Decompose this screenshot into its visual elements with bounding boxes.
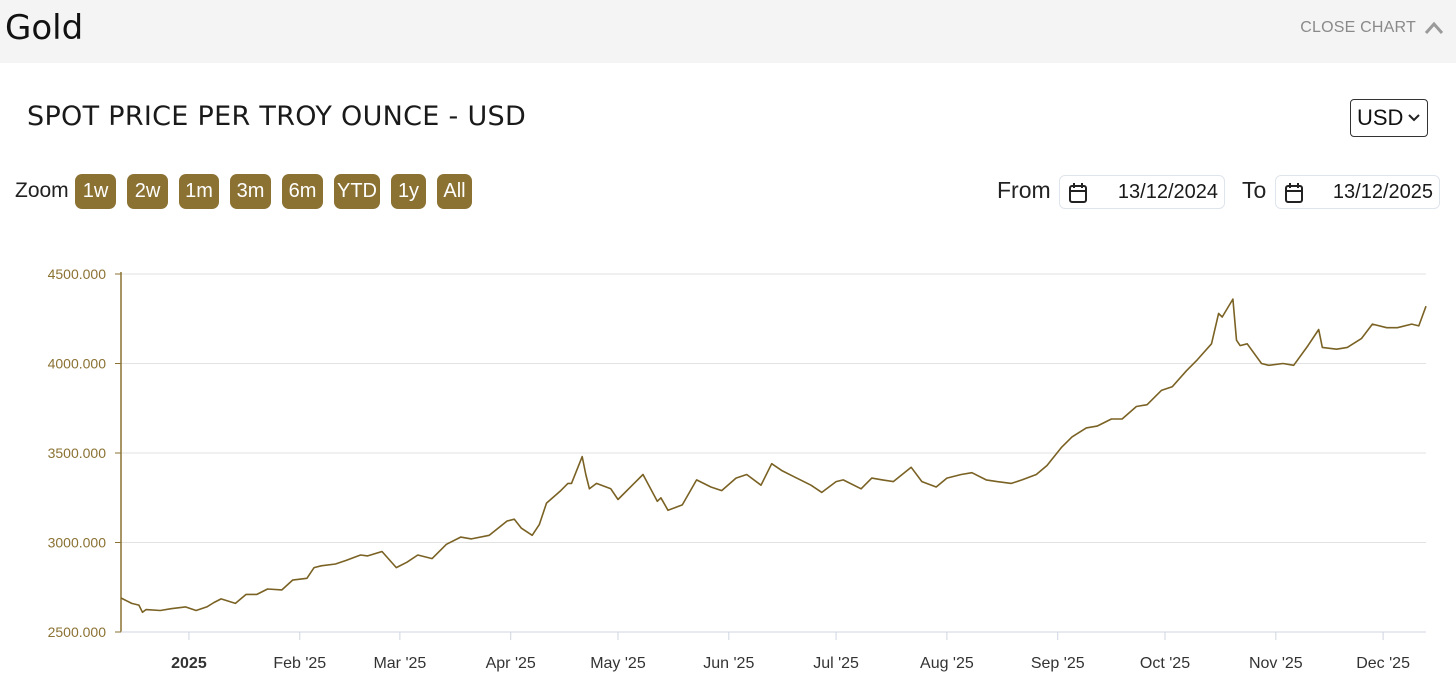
zoom-button-6m[interactable]: 6m <box>282 174 323 209</box>
chevron-up-icon <box>1424 21 1444 34</box>
to-date-value: 13/12/2025 <box>1332 181 1433 203</box>
chevron-down-icon <box>1408 114 1420 122</box>
x-tick-label: 2025 <box>171 655 207 672</box>
x-tick-label: Aug '25 <box>920 655 974 672</box>
from-date-input[interactable]: 13/12/2024 <box>1059 175 1225 209</box>
x-tick-label: Nov '25 <box>1249 655 1303 672</box>
x-tick-label: May '25 <box>590 655 646 672</box>
zoom-button-1m[interactable]: 1m <box>179 174 219 209</box>
close-chart-button[interactable]: CLOSE CHART <box>1300 19 1444 37</box>
calendar-icon <box>1285 183 1303 203</box>
x-tick-label: Feb '25 <box>273 655 326 672</box>
x-tick-label: Jul '25 <box>813 655 859 672</box>
from-date-value: 13/12/2024 <box>1117 181 1218 203</box>
currency-selected-value: USD <box>1357 105 1404 130</box>
x-tick-label: Sep '25 <box>1031 655 1085 672</box>
x-tick-label: Oct '25 <box>1140 655 1190 672</box>
zoom-button-1w[interactable]: 1w <box>75 174 116 209</box>
y-tick-label: 3000.000 <box>48 535 107 551</box>
x-tick-label: Dec '25 <box>1356 655 1410 672</box>
currency-select[interactable]: USD <box>1350 99 1428 137</box>
header-bar: Gold CLOSE CHART <box>0 0 1456 63</box>
zoom-button-ytd[interactable]: YTD <box>334 174 380 209</box>
to-label: To <box>1242 177 1267 203</box>
x-tick-label: Apr '25 <box>486 655 536 672</box>
x-tick-label: Jun '25 <box>703 655 754 672</box>
x-tick-label: Mar '25 <box>373 655 426 672</box>
to-date-input[interactable]: 13/12/2025 <box>1275 175 1440 209</box>
page-title: Gold <box>5 8 84 48</box>
calendar-icon <box>1069 183 1087 203</box>
chart-title: SPOT PRICE PER TROY OUNCE - USD <box>27 101 527 132</box>
zoom-button-1y[interactable]: 1y <box>391 174 426 209</box>
y-tick-label: 2500.000 <box>48 624 107 640</box>
zoom-label: Zoom <box>15 179 69 202</box>
zoom-button-all[interactable]: All <box>437 174 472 209</box>
y-tick-label: 4000.000 <box>48 356 107 372</box>
y-tick-label: 3500.000 <box>48 445 107 461</box>
close-chart-label: CLOSE CHART <box>1300 19 1416 36</box>
price-series-line <box>120 298 1427 614</box>
zoom-button-3m[interactable]: 3m <box>230 174 271 209</box>
y-tick-label: 4500.000 <box>48 266 107 282</box>
from-label: From <box>997 177 1051 203</box>
zoom-button-2w[interactable]: 2w <box>127 174 168 209</box>
